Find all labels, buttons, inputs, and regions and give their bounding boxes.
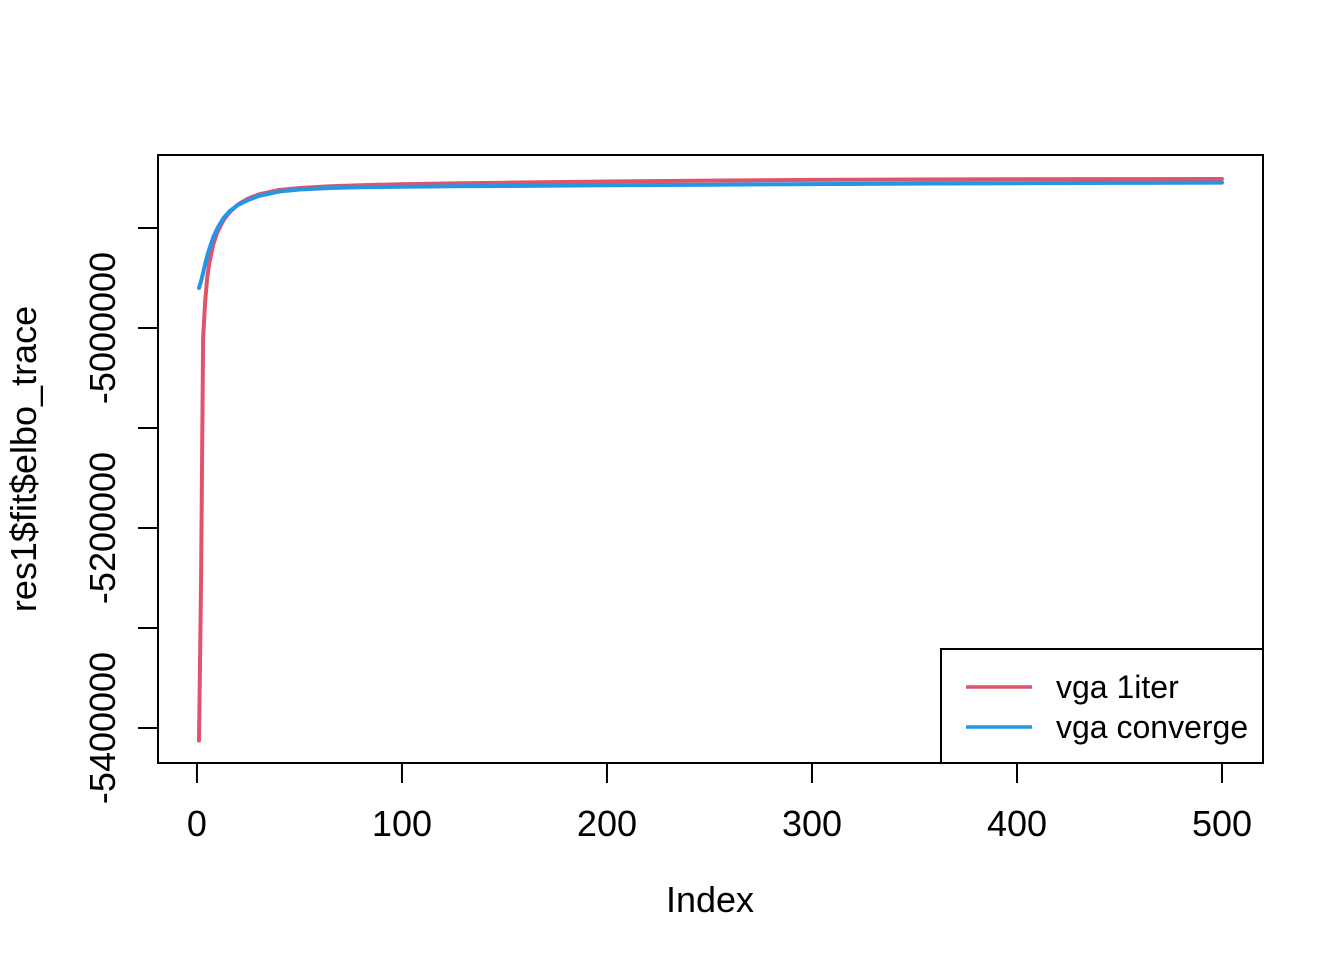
y-tick-label: -5400000 — [82, 652, 123, 804]
x-tick-label: 300 — [782, 803, 842, 844]
x-tick-label: 500 — [1192, 803, 1252, 844]
x-tick-label: 0 — [187, 803, 207, 844]
x-axis-ticks: 0 100 200 300 400 500 — [187, 763, 1252, 844]
x-tick-label: 400 — [987, 803, 1047, 844]
series-line-vga-converge — [197, 180, 1224, 290]
legend: vga 1iter vga converge — [940, 648, 1264, 764]
x-tick-label: 100 — [372, 803, 432, 844]
legend-box — [940, 648, 1264, 764]
y-tick-label: -5200000 — [82, 452, 123, 604]
legend-label-vga-converge: vga converge — [1056, 709, 1248, 745]
y-axis-title: res1$fit$elbo_trace — [3, 306, 44, 612]
y-axis-ticks: -5400000 -5200000 -5000000 — [82, 227, 158, 804]
legend-label-vga-1iter: vga 1iter — [1056, 669, 1179, 705]
x-axis-title: Index — [666, 879, 754, 920]
plot-border — [157, 154, 1264, 764]
y-tick-label: -5000000 — [82, 252, 123, 404]
x-tick-label: 200 — [577, 803, 637, 844]
plot-series — [197, 177, 1224, 743]
